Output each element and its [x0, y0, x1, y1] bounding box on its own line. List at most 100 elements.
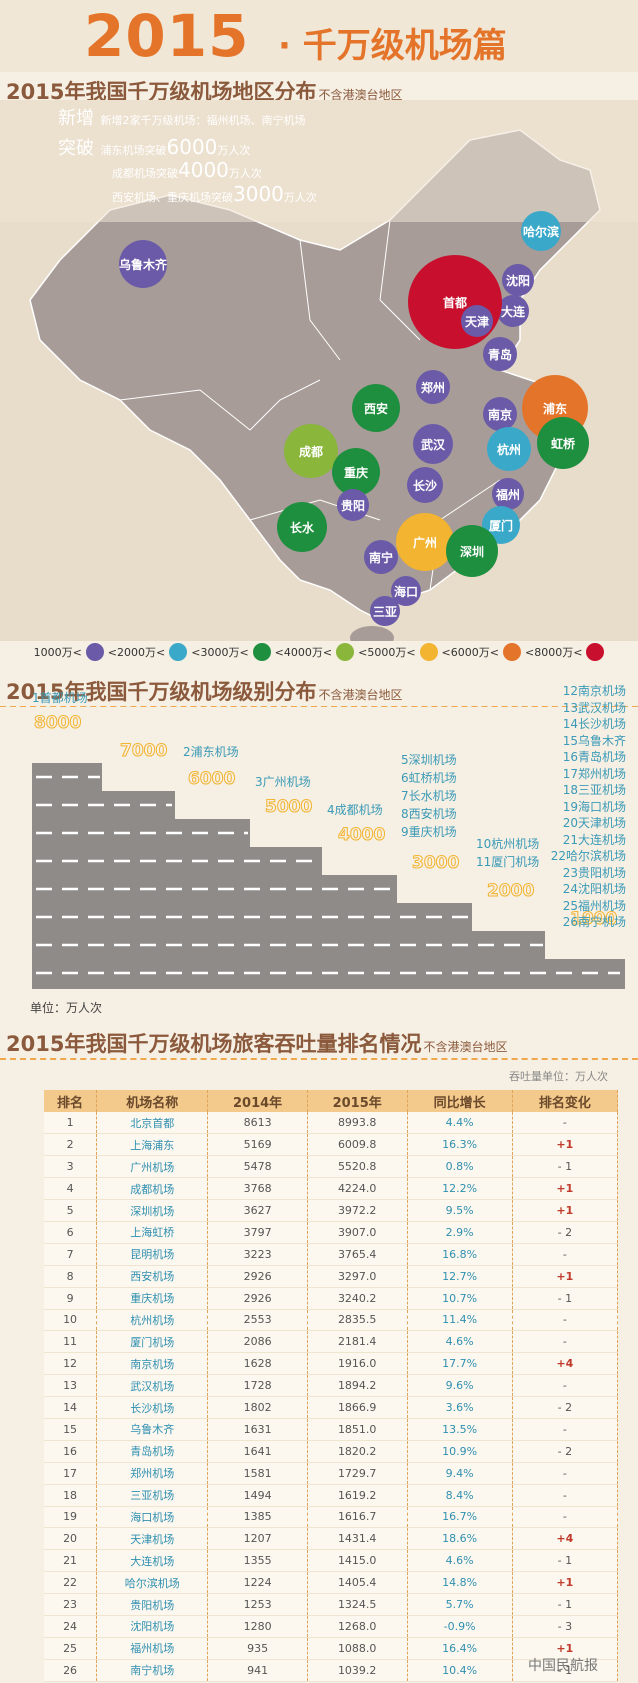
break1-pre: 浦东机场突破 [100, 144, 167, 157]
legend-dot-6 [502, 643, 521, 661]
break1-big: 6000 [166, 135, 218, 159]
tier-num-8000: 8000 [33, 713, 82, 734]
cell-rank: 8 [44, 1265, 98, 1288]
header-year: 2015 [84, 2, 250, 70]
cell-2014: 3768 [207, 1177, 308, 1201]
cell-growth: 14.8% [407, 1571, 513, 1595]
cell-change: - 1 [512, 1659, 619, 1682]
legend-start: 1000万< [33, 646, 82, 659]
cell-2014: 2086 [207, 1330, 308, 1354]
cell-2014: 2926 [207, 1287, 308, 1310]
section2-title-text: 2015年我国千万级机场级别分布 [6, 680, 317, 704]
cell-2014: 1581 [207, 1462, 308, 1485]
cell-rank: 23 [44, 1593, 98, 1616]
cell-2015: 1619.2 [307, 1484, 408, 1507]
table-row: 11 厦门机场 2086 2181.4 4.6% - [44, 1330, 619, 1354]
cell-growth: 10.7% [407, 1287, 513, 1310]
legend-label-5: <6000万< [441, 646, 499, 659]
cell-rank: 6 [44, 1221, 98, 1244]
tier-label-10: 10杭州机场 [476, 837, 540, 851]
cell-2014: 2553 [207, 1309, 308, 1332]
cell-rank: 18 [44, 1484, 98, 1507]
tier-list-item: 14长沙机场 [562, 717, 626, 731]
cell-2014: 1631 [207, 1418, 308, 1441]
col-2014: 2014年 [207, 1090, 308, 1112]
bubble-guangzhou: 广州 [396, 513, 454, 571]
new-text: 新增2家千万级机场：福州机场、南宁机场 [100, 114, 306, 127]
tier-list-item: 25福州机场 [562, 898, 626, 913]
tier-list-item: 16青岛机场 [562, 750, 626, 764]
cell-2015: 2181.4 [307, 1330, 408, 1354]
cell-rank: 12 [44, 1352, 98, 1376]
cell-airport: 哈尔滨机场 [96, 1571, 209, 1595]
cell-2015: 1431.4 [307, 1527, 408, 1551]
break1-post: 万人次 [217, 144, 251, 157]
table-row: 13 武汉机场 1728 1894.2 9.6% - [44, 1374, 619, 1398]
cell-change: - [512, 1330, 619, 1354]
cell-2015: 1729.7 [307, 1462, 408, 1485]
cell-2015: 1405.4 [307, 1571, 408, 1595]
bubble-hangzhou: 杭州 [487, 427, 531, 471]
cell-airport: 上海虹桥 [96, 1221, 209, 1244]
tier-num-1000: 1000 [569, 909, 618, 930]
cell-rank: 5 [44, 1199, 98, 1222]
table-row: 23 贵阳机场 1253 1324.5 5.7% - 1 [44, 1593, 619, 1616]
cell-airport: 重庆机场 [96, 1287, 209, 1310]
section3-title: 2015年我国千万级机场旅客吞吐量排名情况 不含港澳台地区 [6, 1028, 507, 1058]
cell-airport: 武汉机场 [96, 1374, 209, 1398]
tier-label-8: 8西安机场 [401, 807, 457, 821]
bubble-chongqing: 重庆 [332, 448, 380, 496]
legend-dot-4 [336, 643, 355, 661]
table-row: 19 海口机场 1385 1616.7 16.7% - [44, 1506, 619, 1529]
cell-rank: 10 [44, 1309, 98, 1332]
table-row: 24 沈阳机场 1280 1268.0 -0.9% - 3 [44, 1615, 619, 1638]
cell-airport: 三亚机场 [96, 1484, 209, 1507]
break2-big: 4000 [178, 158, 229, 182]
cell-2014: 1355 [207, 1549, 308, 1573]
table-row: 15 乌鲁木齐 1631 1851.0 13.5% - [44, 1418, 619, 1441]
cell-growth: 5.7% [407, 1593, 513, 1616]
bubble-nanning: 南宁 [364, 540, 398, 574]
cell-2015: 1415.0 [307, 1549, 408, 1573]
cell-growth: 3.6% [407, 1396, 513, 1419]
table-row: 4 成都机场 3768 4224.0 12.2% +1 [44, 1177, 619, 1201]
bubble-hongqiao: 虹桥 [537, 417, 589, 469]
cell-2014: 5169 [207, 1133, 308, 1157]
cell-rank: 2 [44, 1133, 98, 1157]
cell-change: - [512, 1112, 619, 1135]
cell-change: +1 [512, 1133, 619, 1157]
bubble-wuhan: 武汉 [413, 424, 453, 464]
col-change: 排名变化 [512, 1090, 619, 1112]
cell-growth: 16.4% [407, 1637, 513, 1660]
break2-post: 万人次 [228, 167, 262, 180]
legend-label-6: <8000万< [524, 646, 583, 659]
legend-dot-2 [169, 643, 188, 661]
cell-2015: 1916.0 [307, 1352, 408, 1376]
cell-2014: 2926 [207, 1265, 308, 1288]
cell-change: - [512, 1506, 619, 1529]
tier-list-item: 23贵阳机场 [562, 865, 626, 880]
col-rank: 排名 [44, 1090, 98, 1112]
ranking-table: 排名 机场名称 2014年 2015年 同比增长 排名变化 1 北京首都 8613 8… [44, 1090, 619, 1682]
cell-rank: 15 [44, 1418, 98, 1441]
cell-2014: 3223 [207, 1243, 308, 1266]
cell-growth: 10.4% [407, 1659, 513, 1682]
cell-growth: 16.8% [407, 1243, 513, 1266]
table-row: 10 杭州机场 2553 2835.5 11.4% - [44, 1309, 619, 1332]
cell-2014: 1641 [207, 1440, 308, 1463]
cell-2014: 1224 [207, 1571, 308, 1595]
cell-airport: 郑州机场 [96, 1462, 209, 1485]
tier-num-4000: 4000 [337, 825, 386, 846]
cell-rank: 1 [44, 1112, 98, 1135]
table-row: 25 福州机场 935 1088.0 16.4% +1 [44, 1637, 619, 1660]
table-row: 17 郑州机场 1581 1729.7 9.4% - [44, 1462, 619, 1485]
cell-growth: 13.5% [407, 1418, 513, 1441]
bubble-qingdao: 青岛 [483, 337, 517, 371]
break3-post: 万人次 [283, 191, 317, 204]
cell-growth: 17.7% [407, 1352, 513, 1376]
cell-airport: 上海浦东 [96, 1133, 209, 1157]
cell-change: - 2 [512, 1221, 619, 1244]
table-row: 2 上海浦东 5169 6009.8 16.3% +1 [44, 1133, 619, 1157]
cell-rank: 3 [44, 1155, 98, 1179]
bubble-tianjin: 天津 [461, 305, 493, 337]
